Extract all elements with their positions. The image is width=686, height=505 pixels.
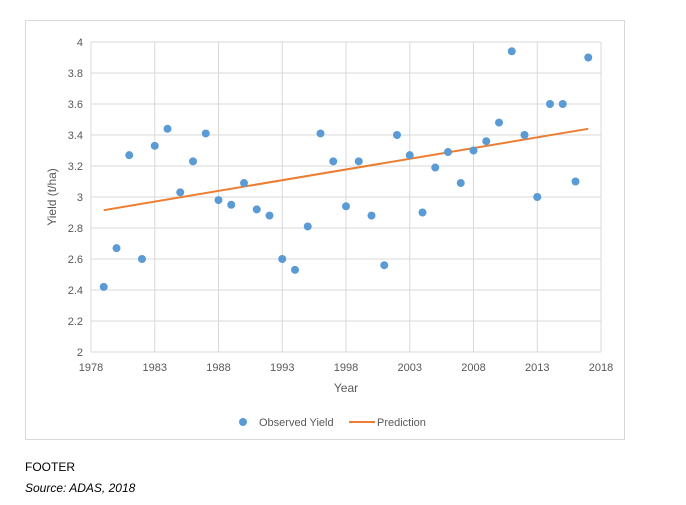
x-tick-label: 1993 (270, 362, 294, 374)
x-tick-label: 2013 (525, 362, 549, 374)
y-tick-label: 3.6 (68, 99, 83, 111)
data-point (431, 163, 440, 172)
data-point (291, 265, 299, 274)
x-tick-label: 2008 (461, 362, 485, 374)
x-axis-title: Year (334, 381, 358, 395)
data-point (316, 129, 325, 138)
data-point (546, 100, 554, 108)
legend-label-observed: Observed Yield (259, 417, 334, 429)
y-tick-label: 2.6 (68, 254, 83, 266)
data-point (354, 157, 363, 166)
data-point (163, 124, 172, 133)
y-tick-label: 2.4 (68, 285, 83, 297)
data-point (265, 211, 274, 220)
data-point (444, 148, 452, 157)
data-point (456, 179, 465, 188)
data-point (584, 53, 593, 62)
y-tick-label: 4 (77, 37, 83, 49)
legend-label-prediction: Prediction (377, 417, 426, 429)
data-point (201, 129, 210, 138)
footer-label: FOOTER (25, 460, 75, 474)
data-point (342, 202, 350, 211)
y-tick-label: 2 (77, 347, 83, 359)
data-point (252, 205, 261, 214)
data-point (367, 211, 376, 220)
data-point (329, 157, 338, 166)
data-point (189, 157, 197, 166)
y-tick-label: 3.8 (68, 68, 83, 80)
data-point (278, 255, 287, 263)
data-point (214, 196, 223, 205)
data-point (507, 47, 516, 56)
data-point (176, 188, 185, 197)
x-tick-label: 2018 (589, 362, 613, 374)
x-tick-label: 1998 (334, 362, 358, 374)
data-point (533, 193, 542, 201)
chart-area: 2 2.2 2.4 2.6 2.8 3 3.2 3.4 3.6 3.8 4 1978 1983 1988 1… (25, 20, 625, 440)
y-tick-label: 3.4 (68, 130, 83, 142)
data-point (138, 255, 146, 263)
x-tick-label: 1988 (206, 362, 230, 374)
data-point (405, 151, 414, 160)
data-point (520, 131, 529, 139)
y-axis-title: Yield (t/ha) (45, 168, 59, 226)
data-point (227, 200, 236, 209)
y-tick-label: 3 (77, 192, 83, 204)
y-tick-label: 3.2 (68, 161, 83, 173)
x-tick-label: 1978 (79, 362, 103, 374)
prediction-line (103, 127, 589, 212)
data-point (125, 151, 134, 160)
data-point (240, 179, 248, 188)
y-tick-label: 2.8 (68, 223, 83, 235)
scatter-chart: 2 2.2 2.4 2.6 2.8 3 3.2 3.4 3.6 3.8 4 1978 1983 1988 1… (45, 37, 613, 429)
x-tick-label: 1983 (143, 362, 167, 374)
y-tick-label: 2.2 (68, 316, 83, 328)
data-point (571, 177, 580, 186)
footer-source: Source: ADAS, 2018 (25, 481, 136, 495)
data-point (112, 244, 121, 253)
data-point (380, 261, 389, 270)
data-point (469, 146, 478, 155)
data-point (99, 282, 108, 291)
data-point (150, 141, 159, 150)
data-point (393, 131, 401, 139)
x-tick-label: 2003 (398, 362, 422, 374)
data-point (303, 222, 312, 231)
data-point (558, 100, 567, 108)
legend-marker-observed (239, 418, 247, 426)
data-point (482, 137, 491, 146)
data-point (418, 208, 427, 217)
data-point (495, 118, 503, 127)
